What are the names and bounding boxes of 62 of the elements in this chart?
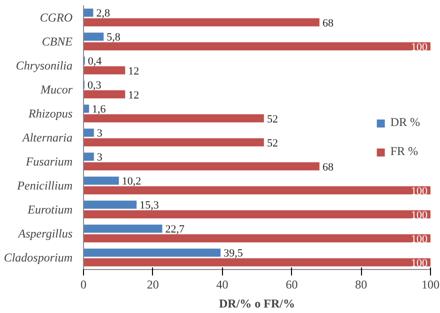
y-tick-label: Cladosporium (4, 250, 73, 264)
bar (84, 128, 94, 137)
bar (84, 224, 162, 233)
y-tick-label: Rhizopus (27, 106, 73, 120)
bar (84, 66, 126, 74)
data-label: 100 (411, 257, 428, 270)
data-label: 12 (128, 89, 140, 102)
data-label: 100 (411, 233, 428, 246)
y-tick-label: CBNE (42, 34, 74, 48)
x-tick-label: 20 (146, 278, 159, 292)
data-label: 100 (411, 209, 428, 222)
y-tick-label: Penicillium (16, 178, 73, 192)
data-label: 100 (411, 41, 428, 54)
legend-label: DR % (390, 115, 420, 130)
data-label: 12 (128, 65, 140, 78)
data-label: 2,8 (96, 8, 110, 20)
bar (84, 186, 430, 194)
data-label: 3 (96, 128, 103, 140)
x-tick-label: 40 (216, 278, 228, 292)
x-tick-label: 80 (355, 278, 368, 292)
bar (84, 42, 430, 50)
x-axis-title: DR/% o FR/% (219, 296, 295, 310)
bar (84, 162, 320, 170)
data-label: 68 (322, 17, 334, 30)
bar (84, 200, 137, 209)
bar (84, 210, 430, 218)
data-label: 39,5 (224, 248, 244, 260)
data-label: 100 (411, 185, 428, 198)
bar (84, 8, 94, 17)
data-label: 68 (322, 161, 334, 174)
bar (84, 176, 119, 185)
bar (84, 104, 90, 113)
bar (84, 90, 126, 98)
bar (84, 234, 430, 242)
data-label: 5,8 (106, 32, 121, 44)
data-label: 10,2 (122, 176, 142, 188)
data-label: 3 (96, 152, 103, 164)
y-tick-label: Chrysonilia (16, 58, 72, 72)
y-tick-label: Aspergillus (17, 226, 73, 240)
data-label: 1,6 (92, 104, 106, 116)
y-tick-label: CGRO (40, 10, 73, 24)
bar (84, 114, 264, 122)
x-tick-label: 60 (286, 278, 298, 292)
bar (84, 138, 264, 146)
y-tick-label: Mucor (40, 82, 73, 96)
bar (84, 248, 221, 257)
data-label: 52 (266, 137, 278, 150)
data-label: 22,7 (165, 224, 186, 236)
y-tick-label: Eurotium (26, 202, 73, 216)
bar (84, 18, 320, 26)
data-label: 52 (266, 113, 278, 126)
bar (84, 32, 104, 41)
bar (84, 258, 430, 266)
data-label: 15,3 (140, 200, 160, 212)
data-label: 0,3 (88, 80, 102, 92)
legend-label: FR % (390, 144, 418, 159)
y-tick-label: Alternaria (22, 130, 72, 144)
x-tick-label: 100 (422, 278, 440, 292)
bar (84, 152, 94, 161)
data-label: 0,4 (88, 56, 102, 68)
y-tick-label: Fusarium (24, 154, 73, 168)
x-tick-label: 0 (80, 278, 86, 292)
